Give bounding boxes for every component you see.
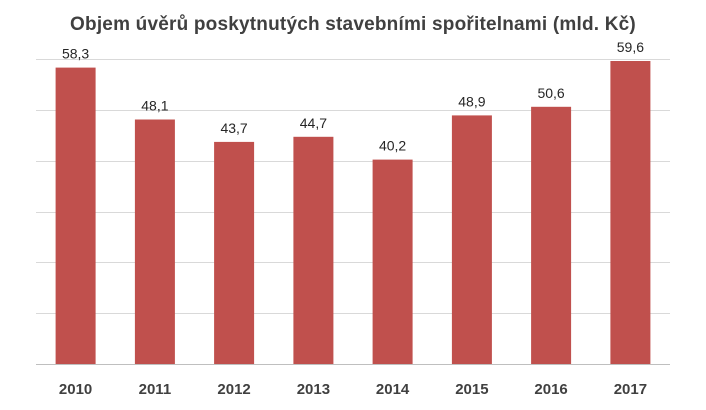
bar-2013 — [293, 136, 334, 364]
gridlines — [36, 59, 670, 365]
data-label-2011: 48,1 — [141, 98, 168, 114]
data-label-2010: 58,3 — [62, 46, 89, 62]
bar-2017 — [610, 61, 651, 364]
x-tick-label-2014: 2014 — [376, 381, 410, 398]
data-label-2014: 40,2 — [379, 138, 406, 154]
bar-2011 — [134, 119, 175, 364]
data-label-2013: 44,7 — [300, 115, 327, 131]
data-label-2017: 59,6 — [617, 39, 644, 55]
data-label-2015: 48,9 — [458, 93, 485, 109]
x-tick-label-2017: 2017 — [614, 381, 647, 398]
bar-2014 — [372, 159, 413, 364]
data-label-2012: 43,7 — [220, 120, 247, 136]
data-labels: 58,3 48,1 43,7 44,7 40,2 48,9 50,6 59,6 — [62, 39, 644, 154]
x-tick-label-2011: 2011 — [139, 381, 172, 398]
data-label-2016: 50,6 — [537, 85, 564, 101]
chart-title: Objem úvěrů poskytnutých stavebními spoř… — [70, 14, 636, 35]
x-tick-label-2013: 2013 — [297, 381, 330, 398]
x-tick-label-2015: 2015 — [455, 381, 488, 398]
bar-2010 — [55, 67, 96, 364]
x-tick-label-2016: 2016 — [534, 381, 567, 398]
x-axis-tick-labels: 2010 2011 2012 2013 2014 2015 2016 2017 — [59, 381, 647, 398]
x-tick-label-2010: 2010 — [59, 381, 92, 398]
bar-2012 — [214, 141, 255, 364]
bar-2016 — [531, 106, 572, 365]
x-tick-label-2012: 2012 — [217, 381, 250, 398]
bar-2015 — [451, 115, 492, 365]
bars — [55, 61, 651, 365]
